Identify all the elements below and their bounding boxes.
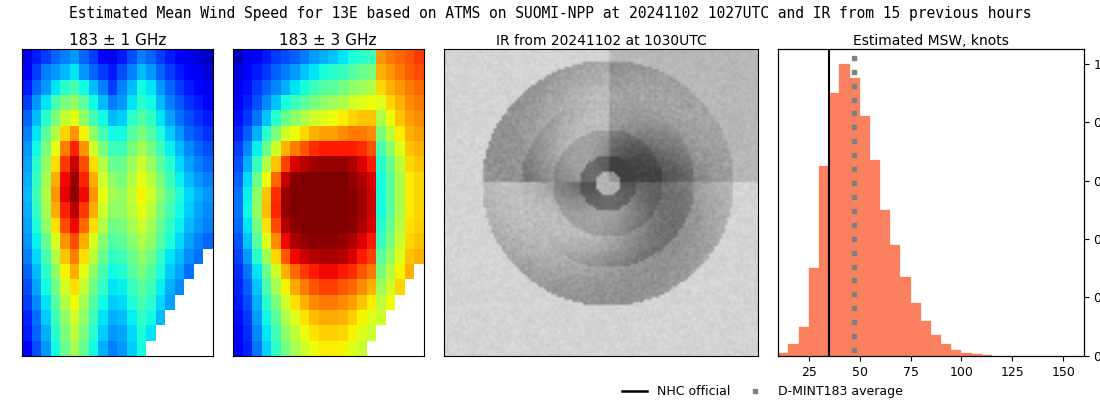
Bar [870,160,880,356]
Bar [961,353,971,356]
Bar [799,327,808,356]
Bar [880,210,890,356]
Text: Estimated Mean Wind Speed for 13E based on ATMS on SUOMI-NPP at 20241102 1027UTC: Estimated Mean Wind Speed for 13E based … [68,6,1032,21]
Bar [911,303,921,356]
Bar [971,354,982,356]
Title: 183 ± 3 GHz: 183 ± 3 GHz [279,33,377,48]
Title: IR from 20241102 at 1030UTC: IR from 20241102 at 1030UTC [495,34,706,48]
Bar [820,166,829,356]
Bar [931,335,942,356]
Bar [921,321,931,356]
Bar [829,93,839,356]
Bar [942,344,952,356]
Bar [849,78,860,356]
Title: 183 ± 1 GHz: 183 ± 1 GHz [68,33,166,48]
Legend: NHC official, D-MINT183 average: NHC official, D-MINT183 average [617,380,907,404]
Bar [952,350,961,356]
Bar [860,116,870,356]
Title: Estimated MSW, knots: Estimated MSW, knots [852,34,1009,48]
Bar [779,353,789,356]
Bar [901,277,911,356]
Bar [982,355,992,356]
Bar [789,344,799,356]
Bar [839,64,849,356]
Bar [808,268,820,356]
Bar [890,245,901,356]
